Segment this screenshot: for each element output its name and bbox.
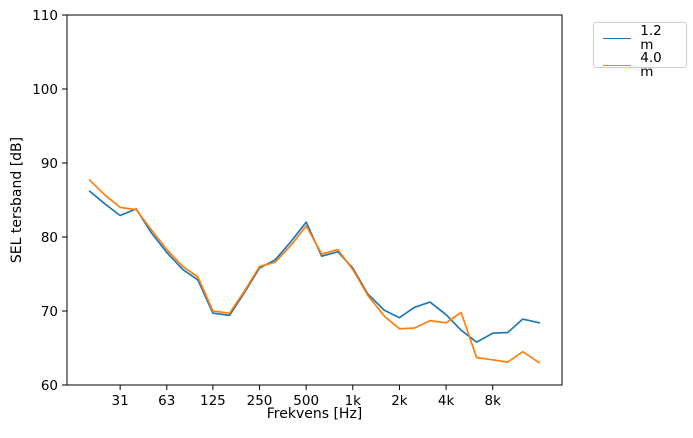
x-tick-label: 31 [112,393,129,409]
legend-line-swatch [603,65,632,66]
y-tick-label: 80 [41,230,58,246]
y-tick-label: 90 [41,156,58,172]
x-tick-label: 63 [158,393,175,409]
y-tick-label: 70 [41,304,58,320]
series-line-1.2-m [88,190,541,343]
x-tick-label: 125 [200,393,226,409]
y-axis-label: SEL tersband [dB] [9,136,25,264]
x-tick-label: 4k [438,393,455,409]
legend-line-swatch [603,38,632,39]
legend-item: 4.0 m [603,50,677,80]
x-tick-label: 1k [345,393,362,409]
x-axis-label: Frekvens [Hz] [266,406,363,422]
legend-label: 1.2 m [640,23,662,53]
x-tick-label: 8k [485,393,502,409]
x-tick-label: 2k [391,393,408,409]
legend: 1.2 m 4.0 m [593,22,687,78]
x-tick-label: 500 [293,393,319,409]
legend-label: 4.0 m [640,50,662,80]
plot-border [66,14,563,386]
y-tick-label: 110 [32,8,58,24]
legend-item: 1.2 m [603,23,677,53]
y-tick-label: 100 [32,82,58,98]
x-tick-label: 250 [247,393,273,409]
series-line-4.0-m [88,179,541,364]
y-tick-label: 60 [41,378,58,394]
